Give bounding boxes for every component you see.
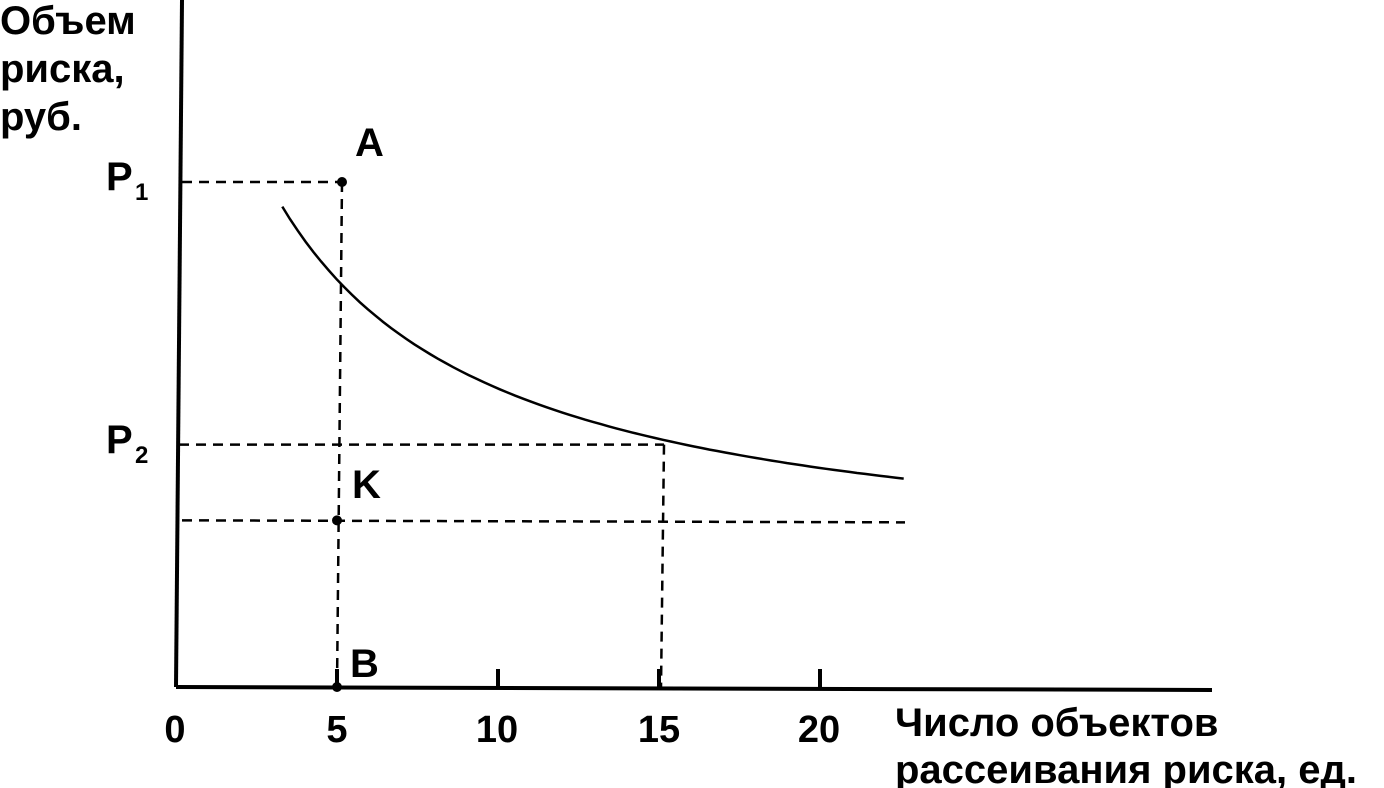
point-k-label: K [352,463,381,507]
x-axis-title-line-2: рассеивания риска, ед. [895,748,1357,788]
y-axis-title-line-3: руб. [0,95,82,139]
p2-label: P [106,418,133,462]
point-k [332,515,342,526]
axes [174,0,1213,692]
risk-curve [281,205,904,480]
y-axis-title-line-1: Объем [0,0,136,43]
x-axis-line [175,685,1213,692]
reference-lines [179,180,906,688]
x5-dashed-line [335,181,344,688]
x-tick-label-20: 20 [798,709,840,751]
x-axis-title-line-1: Число объектов [895,701,1219,745]
point-b [332,682,342,692]
point-b-label: B [350,642,379,686]
x-tick-label-10: 10 [476,709,518,751]
x-tick-label-0: 0 [164,709,185,751]
y-axis-line [174,0,184,688]
x15-dashed-line [659,444,666,688]
p1-label: P [106,155,133,199]
points-group [332,177,347,692]
p1-subscript: 1 [135,179,148,206]
y-axis-title-line-2: риска, [0,47,125,91]
k-level-dashed-line [181,519,906,524]
x-tick-label-5: 5 [326,709,347,751]
risk-curve-group [281,205,904,480]
point-a-label: A [355,121,384,165]
x-tick-label-15: 15 [638,709,680,751]
point-a [337,177,347,187]
p2-subscript: 2 [135,442,148,469]
